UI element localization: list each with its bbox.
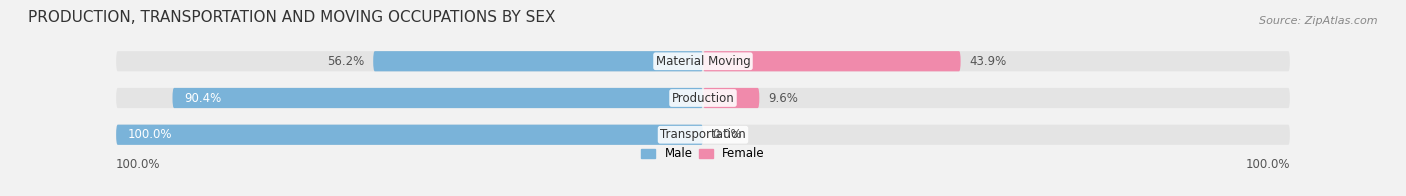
FancyBboxPatch shape	[703, 88, 759, 108]
Text: 90.4%: 90.4%	[184, 92, 222, 104]
FancyBboxPatch shape	[703, 51, 960, 71]
Text: 100.0%: 100.0%	[128, 128, 173, 141]
Text: 100.0%: 100.0%	[117, 158, 160, 171]
Text: Material Moving: Material Moving	[655, 55, 751, 68]
Text: PRODUCTION, TRANSPORTATION AND MOVING OCCUPATIONS BY SEX: PRODUCTION, TRANSPORTATION AND MOVING OC…	[28, 10, 555, 25]
FancyBboxPatch shape	[117, 125, 703, 145]
FancyBboxPatch shape	[373, 51, 703, 71]
FancyBboxPatch shape	[117, 51, 1289, 71]
Text: 43.9%: 43.9%	[969, 55, 1007, 68]
FancyBboxPatch shape	[117, 88, 1289, 108]
FancyBboxPatch shape	[173, 88, 703, 108]
Text: 56.2%: 56.2%	[328, 55, 364, 68]
Text: 9.6%: 9.6%	[768, 92, 799, 104]
Text: Transportation: Transportation	[661, 128, 745, 141]
Text: Source: ZipAtlas.com: Source: ZipAtlas.com	[1260, 16, 1378, 26]
Text: 100.0%: 100.0%	[1246, 158, 1289, 171]
FancyBboxPatch shape	[117, 125, 1289, 145]
Text: 0.0%: 0.0%	[711, 128, 741, 141]
Legend: Male, Female: Male, Female	[637, 142, 769, 165]
Text: Production: Production	[672, 92, 734, 104]
